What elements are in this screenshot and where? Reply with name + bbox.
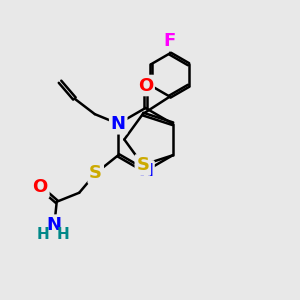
Text: O: O [33, 178, 48, 196]
Text: N: N [138, 162, 153, 180]
Text: H: H [37, 227, 49, 242]
Text: F: F [164, 32, 176, 50]
Text: S: S [89, 164, 102, 182]
Text: N: N [47, 216, 62, 234]
Text: H: H [57, 227, 70, 242]
Text: N: N [111, 115, 126, 133]
Text: O: O [138, 76, 153, 94]
Text: S: S [136, 156, 149, 174]
